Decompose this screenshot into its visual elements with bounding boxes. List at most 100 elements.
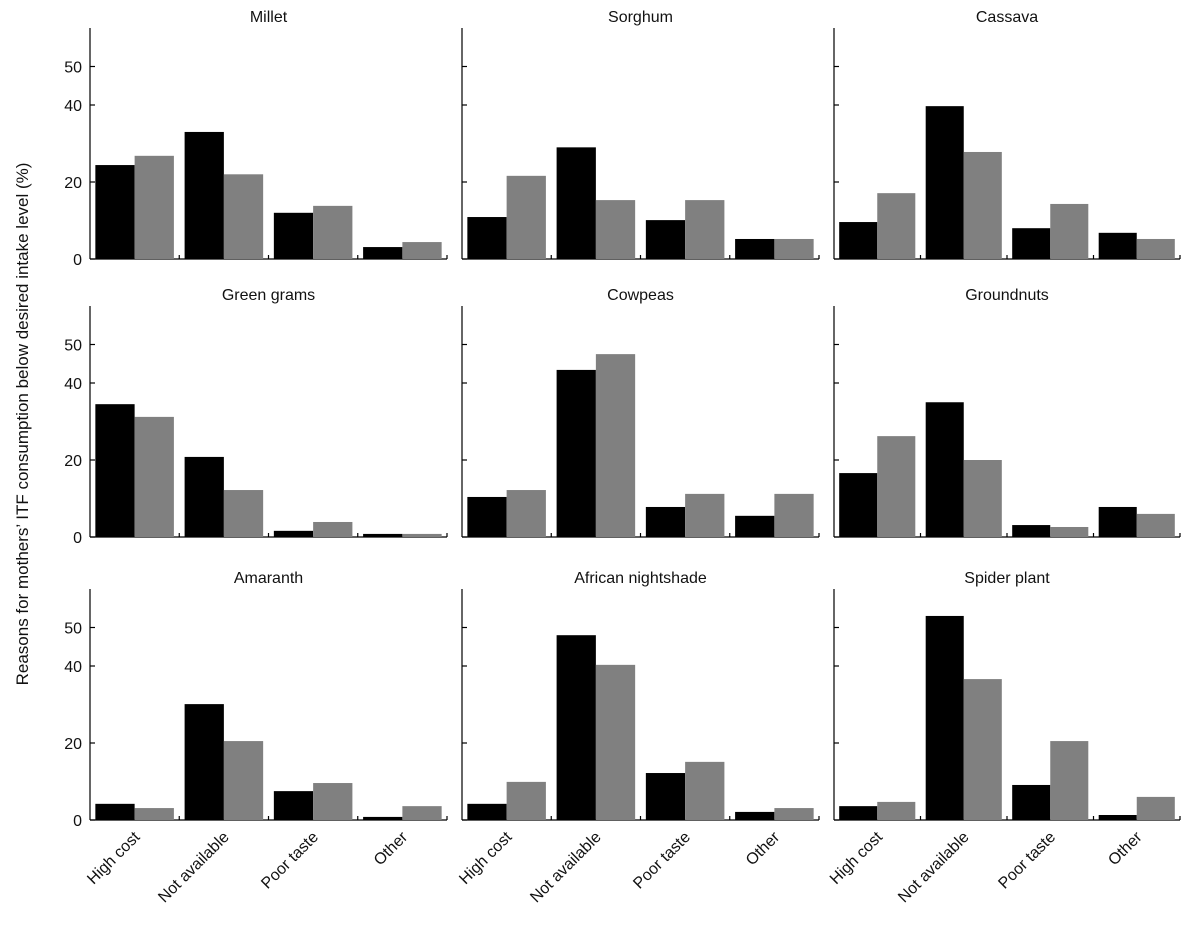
bar — [556, 147, 596, 259]
panel-title: Sorghum — [608, 9, 673, 26]
bar — [402, 242, 442, 259]
panel-title: African nightshade — [574, 570, 707, 587]
bar — [313, 205, 353, 259]
panel-title: Cassava — [976, 9, 1038, 26]
bar — [839, 222, 878, 259]
bar — [735, 811, 775, 820]
panel-title: Millet — [250, 9, 288, 26]
bar — [363, 247, 403, 259]
x-tick-label: Poor taste — [995, 829, 1059, 893]
y-tick-label: 50 — [64, 338, 82, 355]
bar — [506, 175, 546, 259]
x-tick-label: High cost — [84, 828, 144, 888]
bar — [467, 496, 507, 537]
x-tick-label: Not available — [527, 829, 605, 907]
bar — [963, 151, 1002, 259]
bar — [184, 456, 224, 537]
bar — [273, 212, 314, 259]
bar — [1098, 232, 1137, 259]
bar — [1098, 814, 1137, 820]
bar — [1012, 228, 1051, 259]
bar — [735, 515, 775, 537]
bar — [685, 493, 725, 537]
bar — [774, 493, 814, 537]
bar — [685, 761, 725, 820]
bar — [556, 369, 596, 537]
bar — [223, 490, 264, 537]
x-tick-label: Not available — [895, 829, 973, 907]
bar — [1136, 513, 1175, 537]
bar — [184, 131, 224, 259]
y-tick-label: 20 — [64, 453, 82, 470]
bar — [273, 791, 314, 820]
bar — [134, 416, 174, 537]
bar — [223, 741, 264, 820]
bar — [877, 801, 916, 820]
bar — [963, 679, 1002, 820]
bar — [95, 404, 135, 537]
bar — [595, 354, 636, 537]
y-tick-label: 50 — [64, 621, 82, 638]
bar — [184, 704, 224, 820]
y-tick-label: 40 — [64, 659, 82, 676]
bar — [313, 521, 353, 537]
bar — [925, 106, 964, 259]
panel-title: Spider plant — [964, 570, 1050, 587]
x-tick-label: Other — [743, 828, 784, 869]
panel-title: Amaranth — [234, 570, 303, 587]
bar — [556, 635, 596, 820]
bar — [595, 200, 636, 259]
x-tick-label: Other — [1105, 828, 1146, 869]
bar — [506, 490, 546, 537]
bar — [273, 530, 314, 537]
bar — [774, 808, 814, 820]
bar — [735, 238, 775, 259]
bar — [877, 436, 916, 537]
bar — [839, 473, 878, 537]
bar — [963, 460, 1002, 537]
bar — [467, 803, 507, 820]
bar — [363, 533, 403, 537]
bar — [1098, 506, 1137, 537]
bar — [95, 803, 135, 820]
bar — [774, 238, 814, 259]
y-tick-label: 50 — [64, 60, 82, 77]
bar — [839, 806, 878, 820]
bar — [134, 808, 174, 820]
bar — [402, 533, 442, 537]
bar — [685, 200, 725, 259]
bar — [223, 174, 264, 259]
x-tick-label: Other — [371, 828, 412, 869]
bar — [1136, 238, 1175, 259]
y-tick-label: 40 — [64, 98, 82, 115]
y-tick-label: 20 — [64, 175, 82, 192]
bar — [1050, 526, 1089, 537]
y-tick-label: 40 — [64, 376, 82, 393]
bar — [313, 783, 353, 820]
x-tick-label: High cost — [827, 828, 887, 888]
bar — [1012, 784, 1051, 820]
bar — [467, 217, 507, 259]
bar — [1050, 741, 1089, 820]
bar — [1136, 796, 1175, 820]
x-tick-label: Poor taste — [258, 829, 322, 893]
y-axis-label: Reasons for mothers’ ITF consumption bel… — [13, 163, 32, 686]
bar — [134, 155, 174, 259]
y-tick-label: 20 — [64, 736, 82, 753]
x-tick-label: High cost — [456, 828, 516, 888]
bar — [402, 806, 442, 820]
bar — [645, 773, 686, 820]
bar — [925, 402, 964, 537]
panel-title: Groundnuts — [965, 287, 1049, 304]
bar — [1012, 525, 1051, 537]
bar — [95, 165, 135, 259]
panel-title: Green grams — [222, 287, 315, 304]
y-tick-label: 0 — [73, 530, 82, 547]
bar — [363, 816, 403, 820]
y-tick-label: 0 — [73, 813, 82, 830]
bar — [645, 220, 686, 259]
bar — [506, 781, 546, 820]
bar — [645, 506, 686, 537]
y-tick-label: 0 — [73, 252, 82, 269]
